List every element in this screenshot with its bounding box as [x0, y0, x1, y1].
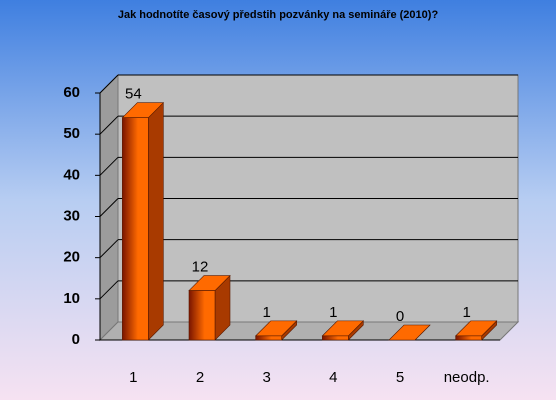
x-tick-label: 1: [129, 369, 137, 386]
grid-line: [99, 280, 119, 300]
bar: [188, 290, 216, 341]
grid-line: [99, 115, 119, 135]
data-label: 54: [125, 86, 142, 103]
data-label: 1: [462, 304, 470, 321]
data-label: 1: [329, 304, 337, 321]
grid-line: [99, 239, 119, 259]
x-tick-label: 4: [329, 369, 337, 386]
x-tick-label: 2: [196, 369, 204, 386]
bar: [322, 335, 349, 341]
bar: [255, 335, 282, 341]
grid-line: [99, 74, 119, 94]
y-tick-label: 10: [63, 290, 80, 307]
y-tick-label: 30: [63, 207, 80, 224]
data-label: 12: [192, 259, 209, 276]
bar-side: [148, 101, 164, 341]
bar: [455, 335, 482, 341]
x-tick-label: 5: [396, 369, 404, 386]
x-tick-label: neodp.: [444, 369, 490, 386]
data-label: 0: [396, 308, 404, 325]
grid-line: [99, 156, 119, 176]
bar: [122, 117, 149, 341]
grid-line: [99, 198, 119, 217]
y-tick-label: 20: [63, 249, 80, 266]
y-tick-label: 60: [63, 84, 80, 101]
bar-top: [388, 324, 431, 341]
data-label: 1: [262, 304, 270, 321]
chart-title: Jak hodnotíte časový předstih pozvánky n…: [118, 9, 439, 21]
y-tick-label: 40: [63, 166, 80, 183]
x-tick-label: 3: [262, 369, 270, 386]
y-tick-label: 50: [63, 125, 80, 142]
y-tick-label: 0: [72, 331, 80, 348]
